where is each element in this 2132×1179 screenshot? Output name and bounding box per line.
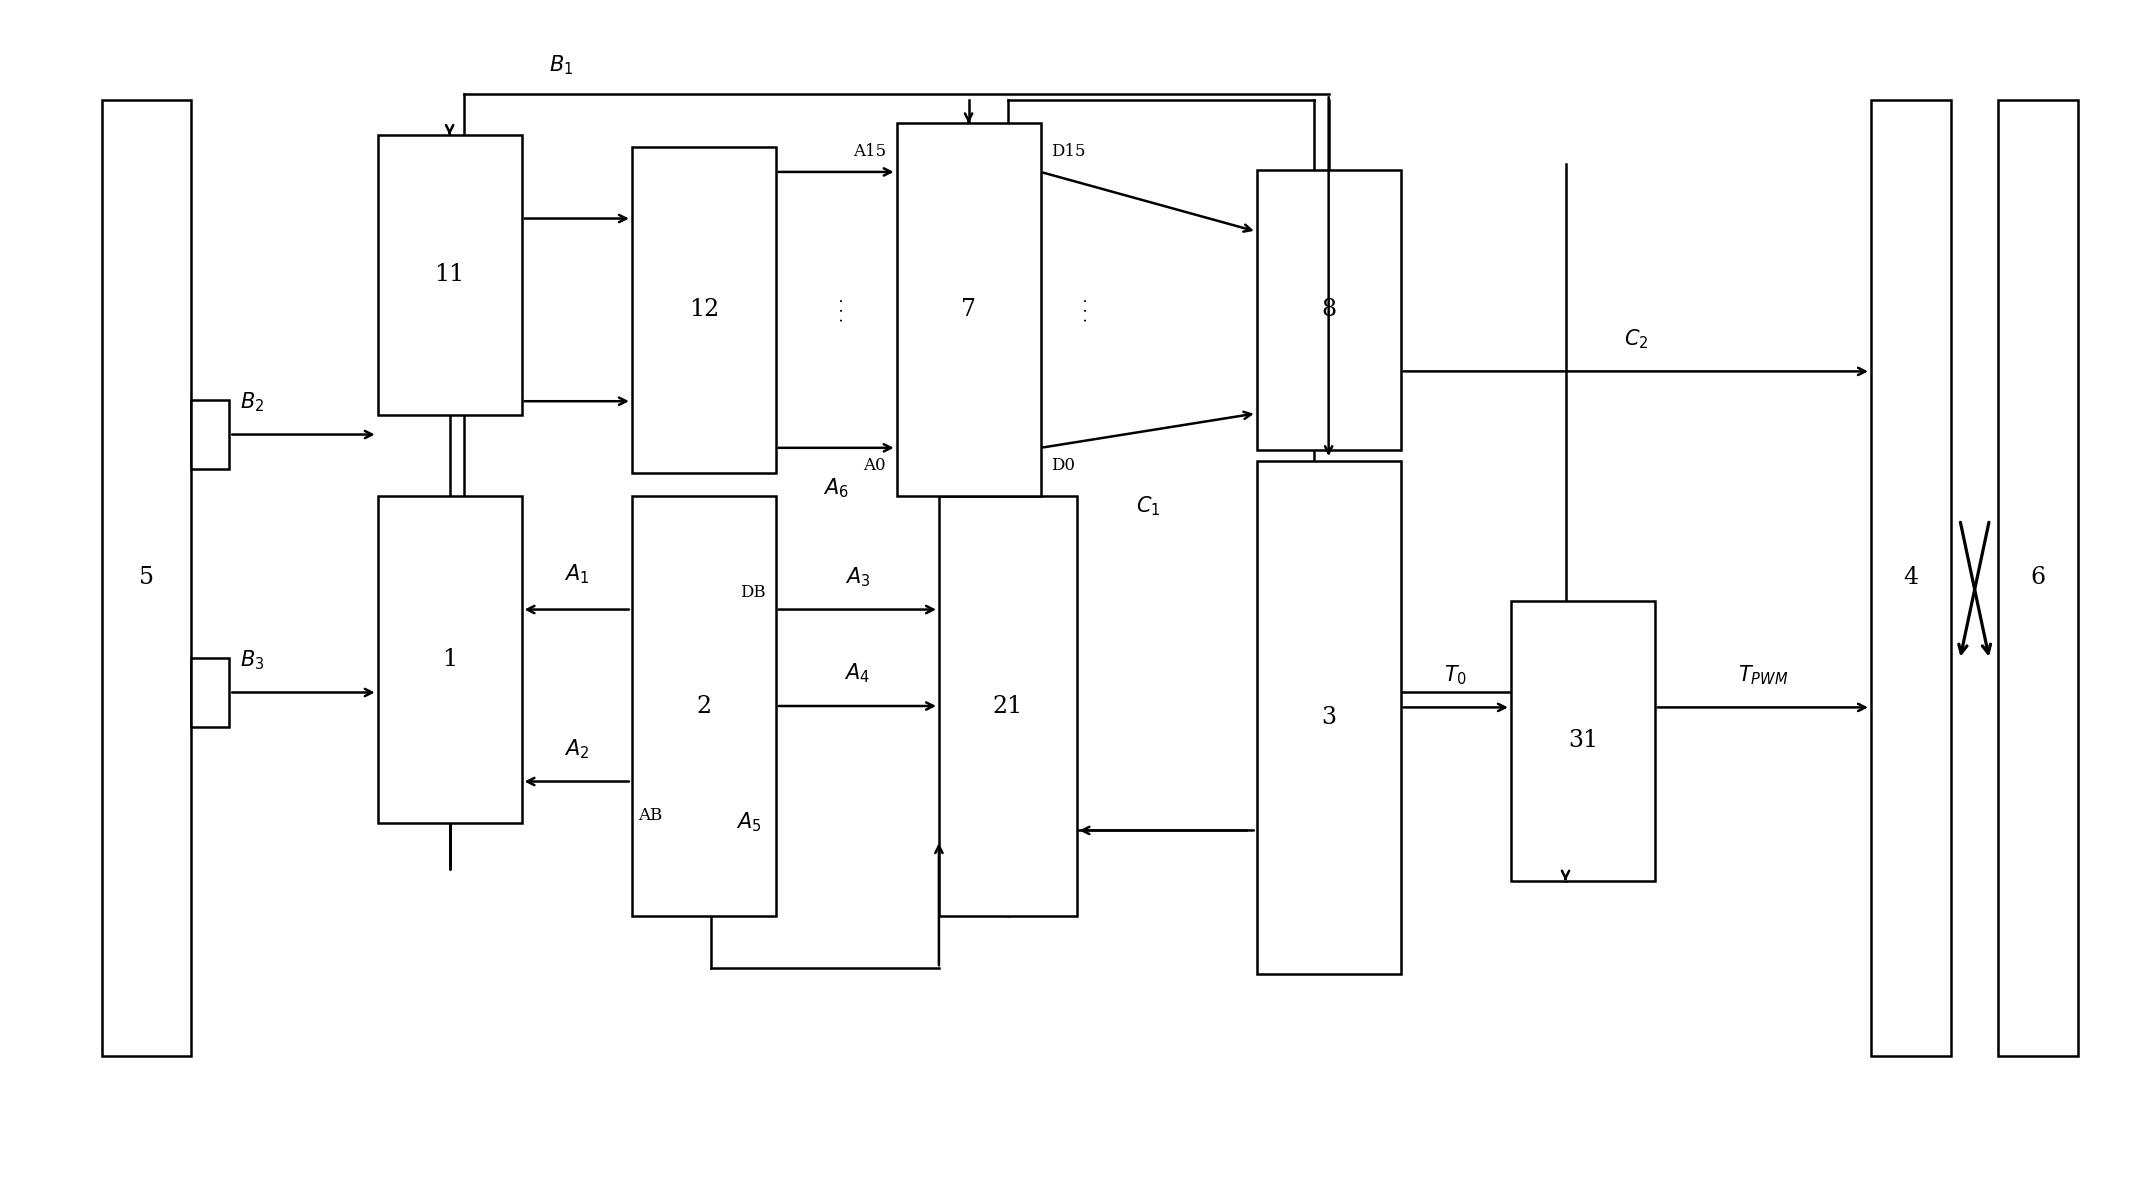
Text: $A_3$: $A_3$ [844, 565, 870, 588]
Text: $C_1$: $C_1$ [1136, 494, 1160, 518]
Bar [631, 146, 776, 473]
Text: $A_5$: $A_5$ [736, 811, 761, 835]
Bar [192, 658, 230, 727]
Text: DB: DB [740, 585, 765, 601]
Bar [898, 124, 1040, 496]
Text: $A_1$: $A_1$ [565, 562, 588, 586]
Bar [102, 100, 192, 1055]
Text: $C_2$: $C_2$ [1625, 327, 1648, 350]
Text: 3: 3 [1322, 706, 1337, 729]
Text: 5: 5 [139, 566, 154, 590]
Text: 21: 21 [994, 694, 1023, 718]
Text: $T_0$: $T_0$ [1443, 663, 1467, 686]
Text: 1: 1 [441, 648, 456, 671]
Text: $A_6$: $A_6$ [823, 476, 849, 500]
Bar [1872, 100, 1951, 1055]
Text: 11: 11 [435, 263, 465, 286]
Bar [938, 496, 1077, 916]
Bar [631, 496, 776, 916]
Text: 4: 4 [1904, 566, 1919, 590]
Text: A0: A0 [863, 457, 887, 474]
Text: · · ·: · · · [1079, 297, 1094, 322]
Text: D15: D15 [1051, 144, 1085, 160]
Text: $B_3$: $B_3$ [241, 648, 264, 672]
Text: A15: A15 [853, 144, 887, 160]
Bar [1256, 170, 1401, 449]
Bar [1998, 100, 2079, 1055]
Text: 6: 6 [2030, 566, 2047, 590]
Text: 8: 8 [1322, 298, 1337, 322]
Text: AB: AB [637, 808, 663, 824]
Bar [1256, 461, 1401, 974]
Bar [192, 400, 230, 469]
Text: $A_2$: $A_2$ [565, 737, 588, 760]
Bar [1512, 601, 1654, 881]
Text: $A_4$: $A_4$ [844, 661, 870, 685]
Text: D0: D0 [1051, 457, 1075, 474]
Text: 31: 31 [1567, 730, 1597, 752]
Text: 2: 2 [697, 694, 712, 718]
Text: 12: 12 [689, 298, 718, 322]
Text: $B_2$: $B_2$ [241, 390, 264, 414]
Bar [377, 136, 522, 415]
Text: 7: 7 [962, 298, 976, 322]
Text: $B_1$: $B_1$ [548, 53, 574, 77]
Text: · · ·: · · · [836, 297, 851, 322]
Bar [377, 496, 522, 823]
Text: $T_{PWM}$: $T_{PWM}$ [1738, 663, 1789, 686]
